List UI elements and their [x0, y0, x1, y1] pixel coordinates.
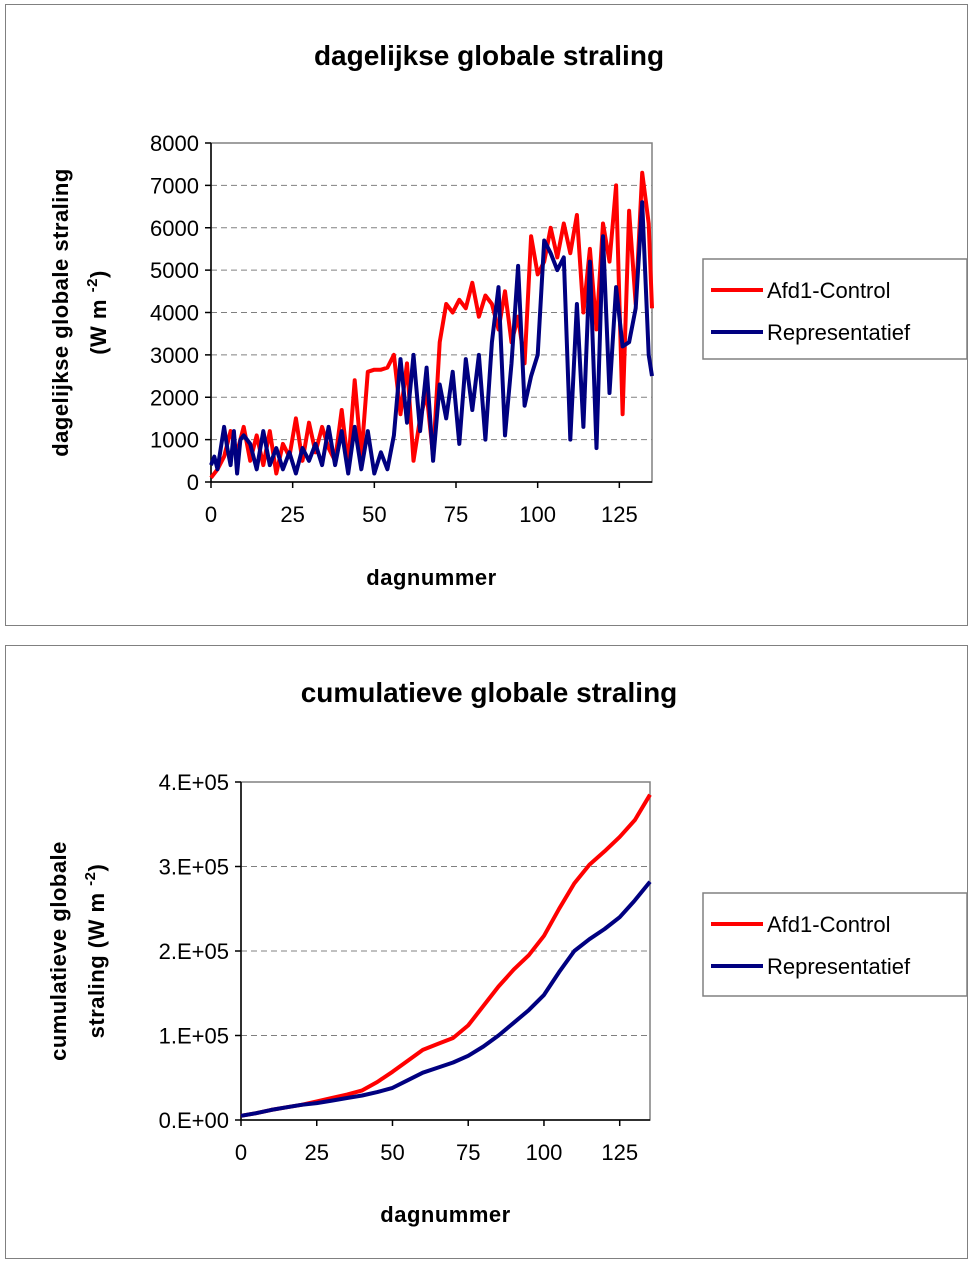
y-tick-label: 6000 — [150, 216, 199, 241]
y-tick-label: 7000 — [150, 173, 199, 198]
x-tick-label: 25 — [304, 1140, 328, 1165]
legend-label: Representatief — [767, 320, 911, 345]
x-tick-label: 50 — [380, 1140, 404, 1165]
y-axis-unit-exponent: -2 — [82, 872, 99, 886]
chart-cumulative-svg: cumulatieve globale straling 0.E+00 1.E+05… — [46, 677, 967, 1227]
chart-title: dagelijkse globale straling — [314, 40, 664, 71]
y-tick-label: 3000 — [150, 343, 199, 368]
y-axis-title-line2: straling (W m -2) — [82, 864, 109, 1039]
chart-panel-cumulative: cumulatieve globale straling 0.E+00 1.E+05… — [5, 645, 968, 1259]
y-axis-unit-close: ) — [86, 270, 111, 278]
x-tick-label: 0 — [235, 1140, 247, 1165]
y-tick-label: 5000 — [150, 258, 199, 283]
x-tick-label: 25 — [280, 502, 304, 527]
y-axis-unit-close: ) — [84, 864, 109, 872]
y-axis-title-line1: cumulatieve globale — [46, 841, 71, 1061]
legend — [702, 258, 967, 360]
x-tick-label: 100 — [526, 1140, 563, 1165]
y-tick-label: 0 — [187, 470, 199, 495]
y-tick-label: 2.E+05 — [159, 939, 229, 964]
legend-label: Afd1-Control — [767, 912, 891, 937]
x-tick-label: 125 — [601, 1140, 638, 1165]
y-tick-label: 2000 — [150, 385, 199, 410]
x-tick-label: 50 — [362, 502, 386, 527]
x-tick-label: 100 — [519, 502, 556, 527]
legend-label: Afd1-Control — [767, 278, 891, 303]
y-axis-unit: (W m — [86, 292, 111, 354]
y-tick-label: 1000 — [150, 428, 199, 453]
x-tick-label: 0 — [205, 502, 217, 527]
y-tick-label: 4.E+05 — [159, 770, 229, 795]
y-axis-unit-exponent: -2 — [84, 278, 101, 292]
x-tick-label: 75 — [456, 1140, 480, 1165]
y-axis-title-line2: (W m -2) — [84, 270, 111, 355]
y-tick-label: 3.E+05 — [159, 855, 229, 880]
y-tick-label: 0.E+00 — [159, 1108, 229, 1133]
y-axis-unit: straling (W m — [84, 886, 109, 1038]
x-tick-label: 125 — [601, 502, 638, 527]
series-line-representatief — [209, 200, 654, 476]
y-axis-title: cumulatieve globale straling (W m -2) — [46, 841, 109, 1061]
x-tick-label: 75 — [444, 502, 468, 527]
y-tick-label: 1.E+05 — [159, 1024, 229, 1049]
chart-daily-svg: dagelijkse globale straling0100020003000… — [48, 40, 967, 590]
series-line-representatief — [240, 880, 652, 1118]
y-axis-title: dagelijkse globale straling (W m -2) — [48, 168, 111, 457]
legend — [702, 892, 967, 997]
x-axis-title: dagnummer — [366, 565, 496, 590]
chart-title: cumulatieve globale straling — [301, 677, 678, 708]
y-tick-label: 4000 — [150, 301, 199, 326]
y-tick-label: 8000 — [150, 131, 199, 156]
y-axis-title-line1: dagelijkse globale straling — [48, 168, 73, 457]
chart-panel-daily: dagelijkse globale straling 0 1000 2000 3000… — [5, 4, 968, 626]
x-axis-title: dagnummer — [380, 1202, 510, 1227]
legend-label: Representatief — [767, 954, 911, 979]
